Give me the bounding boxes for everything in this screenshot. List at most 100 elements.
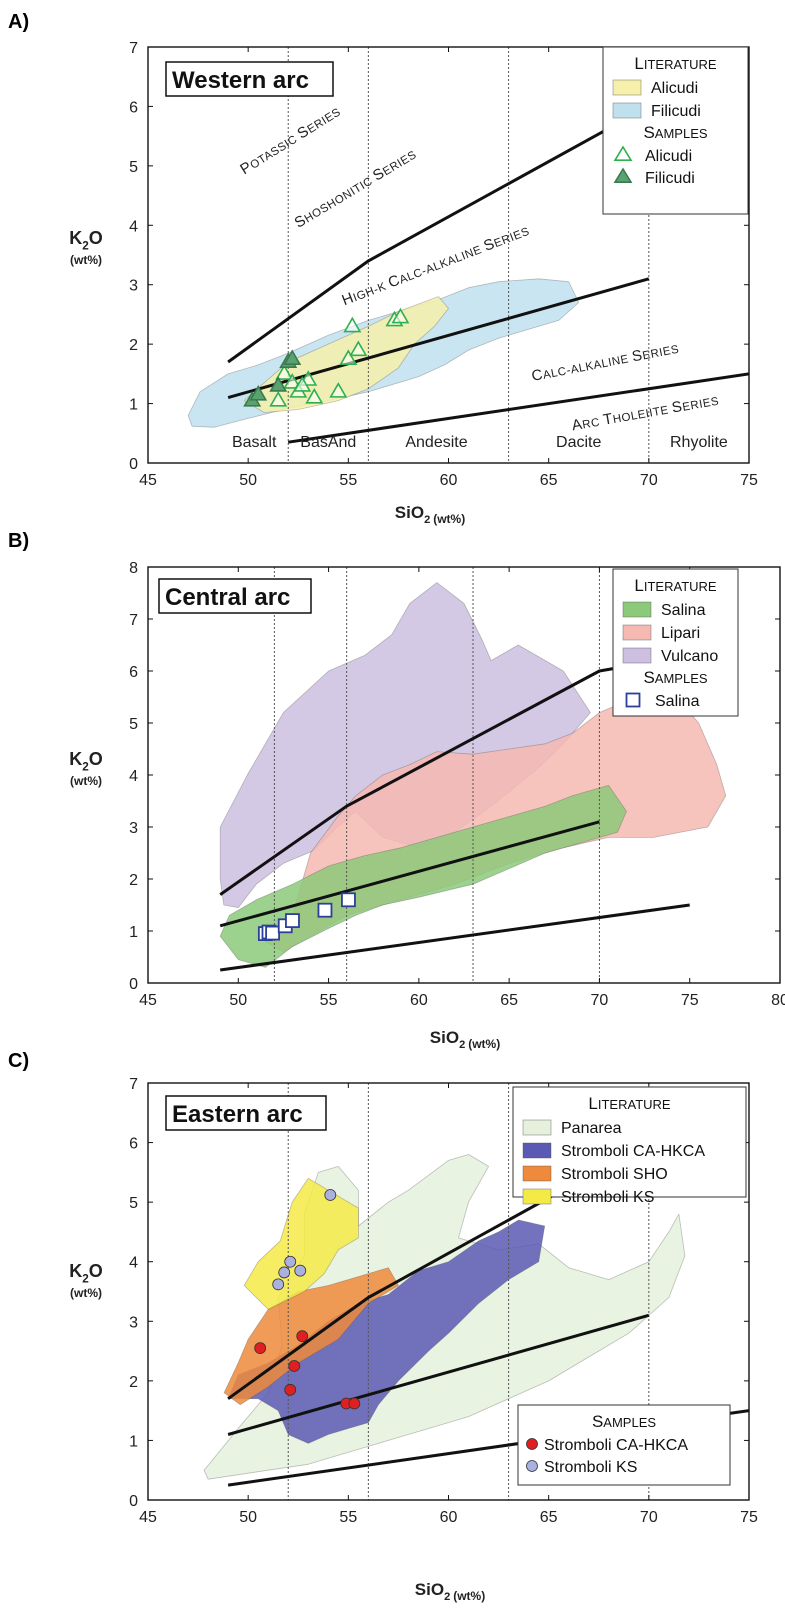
y-tick-label: 1 [129,1433,138,1450]
x-tick-label: 80 [771,992,785,1009]
legend-samples-title: SAMPLES [643,123,707,142]
legend-item-label: Stromboli KS [561,1189,654,1206]
x-tick-label: 60 [440,1509,458,1526]
sample-point-stromboli-ca-hkca [348,1397,361,1410]
x-tick-label: 55 [339,1509,357,1526]
chart-title: Central arc [165,584,290,611]
y-axis-unit: (wt%) [70,774,102,788]
y-tick-label: 0 [129,1493,138,1510]
x-tick-label: 45 [139,992,157,1009]
sample-point-stromboli-ks [324,1189,337,1201]
series-boundary-line [227,1313,650,1436]
y-tick-label: 0 [129,976,138,993]
x-tick-label: 60 [410,992,428,1009]
series-boundary-line [227,105,650,364]
legend-box [512,1086,747,1198]
x-tick-label: 65 [540,1509,558,1526]
y-tick-label: 7 [129,612,138,629]
x-tick-label: 60 [440,472,458,489]
sample-point-alicudi [391,307,410,324]
legend-marker [613,167,633,183]
x-tick-label: 70 [640,1509,658,1526]
y-axis-unit: (wt%) [70,253,102,267]
legend: LITERATURE Panarea Stromboli CA-HKCA Stromb… [512,1086,747,1486]
field-salina [219,785,627,968]
legend-item-label: Stromboli CA-HKCA [544,1437,688,1454]
x-tick-label: 50 [239,472,257,489]
y-axis-label: K2O [69,228,103,252]
sample-point-alicudi [329,382,348,398]
sample-point-alicudi [339,349,358,366]
panel-letter-c: C) [8,1050,29,1072]
sample-point-stromboli-ca-hkca [284,1383,297,1396]
x-tick-label: 55 [339,472,357,489]
legend-swatch [622,624,652,641]
legend-item-label: Stromboli SHO [561,1166,668,1183]
legend-samples-box [517,1404,731,1486]
x-tick-label: 70 [640,472,658,489]
x-axis-label: SiO2 (wt%) [430,1028,500,1051]
legend-swatch [612,79,642,96]
sample-point-alicudi [293,376,312,392]
legend-item-label: Alicudi [651,80,698,97]
sample-point-alicudi [305,388,324,404]
rock-type-label: Basalt [232,434,277,451]
y-tick-label: 5 [129,1195,138,1212]
y-tick-label: 4 [129,218,138,235]
legend-item-label: Salina [661,602,706,619]
title-box [165,1095,327,1131]
x-tick-label: 50 [229,992,247,1009]
legend-literature-title: LITERATURE [634,54,717,73]
sample-point-stromboli-ks [278,1266,291,1279]
panel-letter-b: B) [8,530,29,552]
y-tick-label: 4 [129,768,138,785]
y-tick-label: 3 [129,278,138,295]
sample-point-filicudi [269,376,288,392]
sample-point-alicudi [349,340,368,357]
legend-samples-title: SAMPLES [592,1412,656,1431]
legend-swatch [622,601,652,618]
sample-point-filicudi [249,385,268,401]
x-tick-label: 70 [591,992,609,1009]
legend-box [612,568,739,717]
sample-point-alicudi [343,316,362,333]
chart-title: Western arc [172,67,309,94]
y-tick-label: 6 [129,1136,138,1153]
rock-type-label: Andesite [405,434,467,451]
x-axis-label: SiO2 (wt%) [395,503,465,526]
series-label: SHOSHONITIC SERIES [292,146,420,232]
sample-point-salina [265,925,280,941]
legend-marker [625,692,641,708]
y-tick-label: 0 [129,456,138,473]
legend-item-label: Salina [655,693,700,710]
rock-type-label: BasAnd [300,434,356,451]
y-tick-label: 5 [129,159,138,176]
series-boundary-line [227,277,650,400]
field-stromboli-ks [243,1177,359,1310]
y-tick-label: 1 [129,397,138,414]
legend-swatch [612,102,642,119]
legend-item-label: Stromboli CA-HKCA [561,1143,705,1160]
legend-literature-title: LITERATURE [634,576,717,595]
y-tick-label: 5 [129,716,138,733]
legend-literature-title: LITERATURE [588,1094,671,1113]
legend-swatch [522,1188,552,1205]
legend: LITERATURE Salina Lipari Vulcano SAMPLES Sali… [612,568,739,717]
sample-point-stromboli-ca-hkca [288,1360,301,1372]
sample-point-stromboli-ks [284,1255,297,1268]
y-tick-label: 3 [129,1314,138,1331]
rock-type-label: Rhyolite [670,434,728,451]
legend-item-label: Filicudi [645,170,695,187]
y-tick-label: 6 [129,664,138,681]
legend-item-label: Alicudi [645,148,692,165]
legend-samples-title: SAMPLES [643,668,707,687]
legend-swatch [522,1142,552,1159]
field-vulcano [219,582,591,908]
y-axis-label: K2O [69,1261,103,1285]
legend-marker [613,145,633,161]
legend-item-label: Filicudi [651,103,701,120]
